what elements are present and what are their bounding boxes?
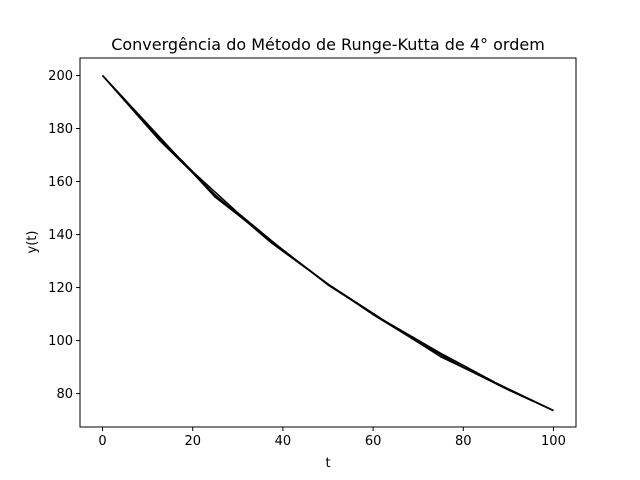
x-tick-label: 80: [455, 434, 472, 449]
y-tick-label: 160: [48, 175, 73, 190]
series-line-3: [101, 74, 554, 412]
x-tick-label: 20: [184, 434, 201, 449]
x-tick-label: 60: [365, 434, 382, 449]
y-tick-label: 100: [48, 334, 73, 349]
y-tick-label: 180: [48, 122, 73, 137]
y-axis-label: y(t): [25, 231, 40, 254]
y-tick-label: 80: [56, 387, 73, 402]
chart-title: Convergência do Método de Runge-Kutta de…: [111, 35, 545, 54]
x-tick-label: 100: [541, 434, 566, 449]
y-tick-label: 120: [48, 281, 73, 296]
plot-lines: [101, 74, 554, 412]
x-tick-label: 0: [98, 434, 106, 449]
y-axis-ticks: 80 100 120 140 160 180 200: [48, 69, 80, 402]
y-tick-label: 200: [48, 69, 73, 84]
axes-frame: [79, 57, 577, 428]
x-axis-ticks: 0 20 40 60 80 100: [98, 427, 566, 449]
x-tick-label: 40: [275, 434, 292, 449]
y-tick-label: 140: [48, 228, 73, 243]
x-axis-label: t: [325, 456, 330, 471]
